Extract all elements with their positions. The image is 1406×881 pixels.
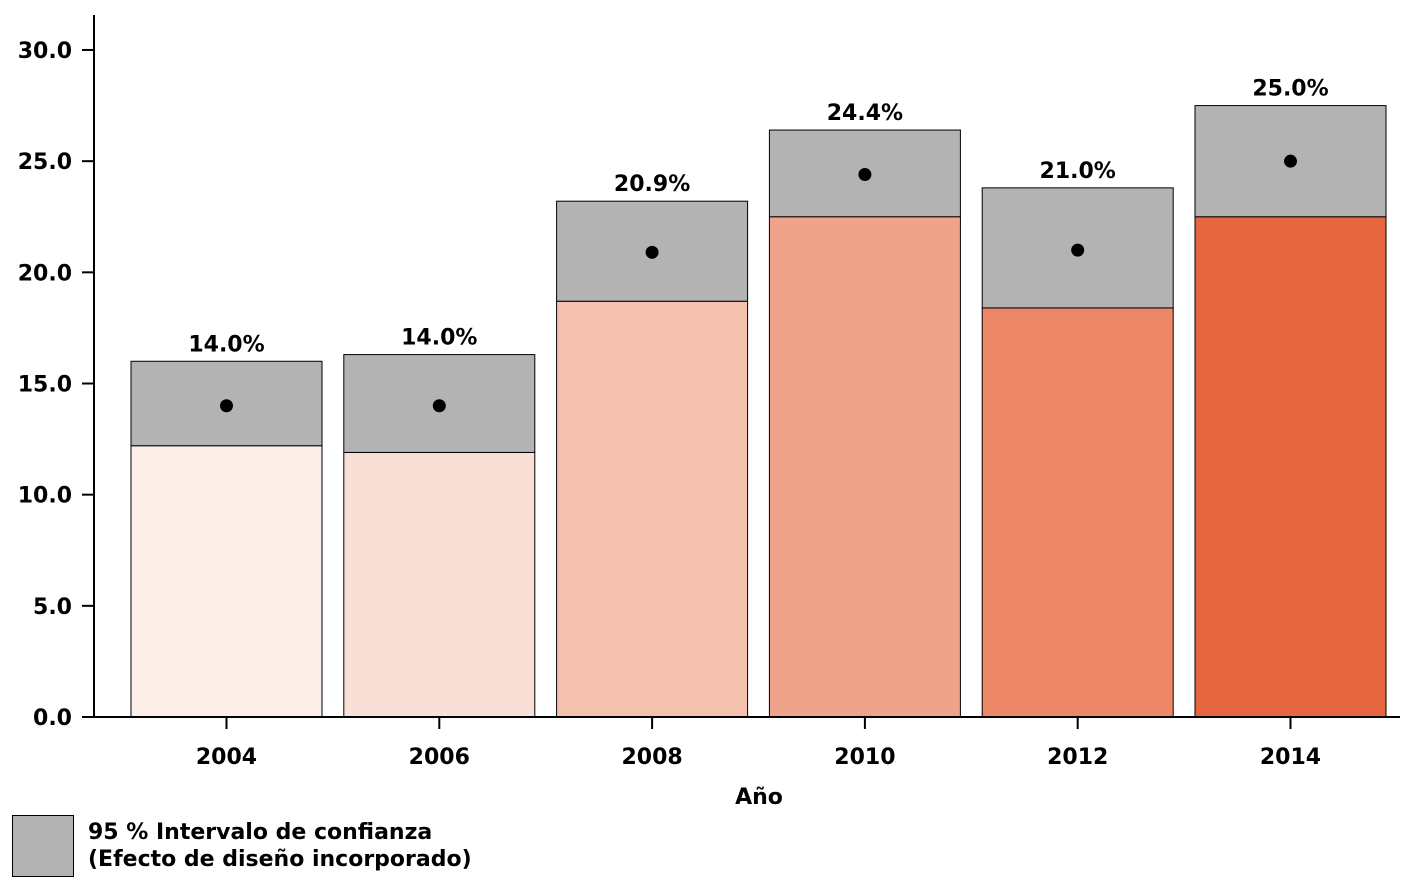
x-tick-label: 2004 (196, 745, 257, 770)
bar (1194, 216, 1387, 718)
y-tick-label: 5.0 (33, 595, 72, 620)
data-label: 25.0% (1252, 77, 1328, 102)
bar (981, 307, 1174, 718)
data-label: 21.0% (1040, 159, 1116, 184)
y-tick-label: 20.0 (18, 261, 72, 286)
y-axis: 0.0 5.0 10.0 15.0 20.0 25.0 30.0 (18, 15, 95, 731)
y-tick-label: 30.0 (18, 39, 72, 64)
x-tick-label: 2012 (1047, 745, 1108, 770)
estimate-point (432, 399, 446, 413)
x-tick-label: 2008 (621, 745, 682, 770)
x-axis-title: Año (735, 785, 783, 810)
data-label: 24.4% (827, 101, 903, 126)
data-label: 20.9% (614, 172, 690, 197)
bars-group: 14.0% 14.0% 20.9% 24.4% 21.0% 25.0% (130, 77, 1387, 718)
estimate-point (220, 399, 233, 413)
estimate-point (645, 245, 659, 259)
y-tick-label: 15.0 (18, 373, 72, 398)
legend-swatch-ci (12, 815, 74, 877)
x-tick-label: 2010 (834, 745, 895, 770)
y-tick-label: 10.0 (18, 484, 72, 509)
legend-label-line2: (Efecto de diseño incorporado) (88, 847, 472, 872)
legend: 95 % Intervalo de confianza (Efecto de d… (12, 815, 472, 877)
bar (556, 300, 749, 718)
bar-chart: 0.0 5.0 10.0 15.0 20.0 25.0 30.0 14.0% 14.0% 20.… (18, 15, 1400, 810)
data-label: 14.0% (401, 326, 477, 351)
x-axis: 2004 2006 2008 2010 2012 2014 (94, 716, 1400, 770)
estimate-point (858, 168, 872, 182)
y-tick-label: 25.0 (18, 150, 72, 175)
bar (130, 445, 323, 718)
bar (343, 451, 536, 718)
legend-label: 95 % Intervalo de confianza (Efecto de d… (88, 815, 472, 873)
legend-label-line1: 95 % Intervalo de confianza (88, 820, 433, 845)
y-tick-label: 0.0 (33, 706, 72, 731)
x-tick-label: 2006 (409, 745, 470, 770)
x-tick-label: 2014 (1260, 745, 1321, 770)
bar (768, 216, 961, 718)
estimate-point (1284, 154, 1297, 168)
estimate-point (1071, 243, 1085, 257)
data-label: 14.0% (188, 332, 264, 357)
